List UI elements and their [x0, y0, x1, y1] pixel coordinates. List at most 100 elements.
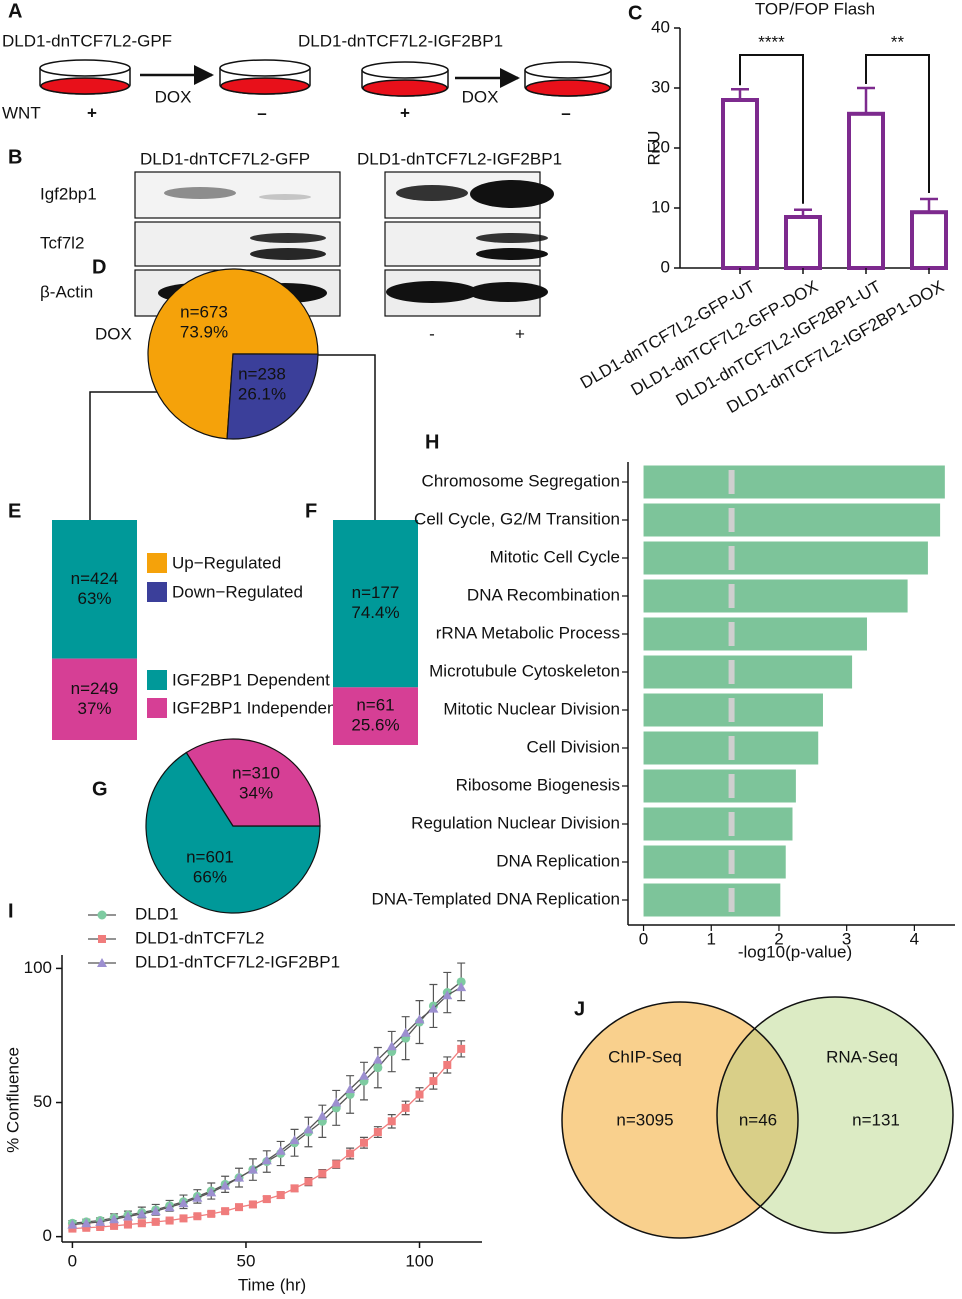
data-point — [193, 1212, 202, 1221]
panel-label: G — [92, 778, 108, 800]
arrow-label: DOX — [155, 87, 192, 106]
set-count: n=3095 — [616, 1110, 673, 1129]
treatment-label: DOX — [95, 324, 132, 343]
legend-swatch — [147, 698, 167, 718]
y-tick-label: rRNA Metabolic Process — [436, 623, 620, 642]
slice-count-label: n=601 — [186, 847, 234, 866]
overlap-count: n=46 — [739, 1110, 777, 1129]
data-point — [401, 1103, 410, 1112]
lane-sign: + — [515, 324, 525, 343]
panel-label: A — [8, 0, 22, 22]
panel-label: C — [628, 2, 642, 24]
y-tick-label: DNA-Templated DNA Replication — [372, 889, 621, 908]
segment-count-label: n=177 — [352, 583, 400, 602]
bar — [643, 465, 945, 499]
data-point — [151, 1217, 160, 1226]
y-tick-label: Chromosome Segregation — [422, 471, 620, 490]
y-tick-label: 10 — [651, 197, 670, 216]
panel-label: H — [425, 431, 439, 453]
pie-slice — [185, 738, 321, 827]
x-tick-label: 100 — [405, 1251, 433, 1270]
legend-label: IGF2BP1 Dependent — [172, 670, 330, 689]
data-point — [346, 1149, 355, 1158]
data-point — [262, 1195, 271, 1204]
segment-count-label: n=61 — [356, 696, 394, 715]
slice-count-label: n=238 — [238, 365, 286, 384]
column-title: DLD1-dnTCF7L2-GFP — [140, 149, 310, 168]
data-point — [207, 1209, 216, 1218]
bar — [847, 111, 885, 270]
x-tick-label: 3 — [842, 929, 851, 948]
data-point — [82, 1223, 91, 1232]
data-point — [206, 1187, 217, 1197]
data-point — [165, 1216, 174, 1225]
data-point — [372, 1054, 383, 1064]
segment-percent-label: 37% — [77, 699, 111, 718]
data-point — [345, 1084, 356, 1094]
data-point — [414, 1014, 425, 1024]
segment-count-label: n=424 — [71, 569, 119, 588]
panel-label: F — [305, 500, 317, 522]
sign: + — [87, 103, 97, 122]
axis-title: Time (hr) — [238, 1275, 306, 1294]
slice-count-label: n=673 — [180, 302, 228, 321]
significance-label: **** — [758, 32, 785, 51]
y-tick-label: Cell Cycle, G2/M Transition — [414, 509, 620, 528]
y-tick-label: Regulation Nuclear Division — [411, 813, 620, 832]
data-point — [289, 1135, 300, 1145]
y-tick-label: DNA Recombination — [467, 585, 620, 604]
legend-label: Down−Regulated — [172, 582, 303, 601]
y-tick-label: 100 — [24, 958, 52, 977]
bar — [643, 503, 941, 537]
data-point — [443, 1060, 452, 1069]
data-point — [429, 1077, 438, 1086]
data-point — [68, 1224, 77, 1233]
arrow-label: DOX — [462, 87, 499, 106]
y-tick-label: 30 — [651, 77, 670, 96]
data-point — [221, 1207, 230, 1216]
data-point — [373, 1128, 382, 1137]
segment-percent-label: 63% — [77, 589, 111, 608]
data-point — [359, 1138, 368, 1147]
data-point — [96, 1222, 105, 1231]
data-point — [415, 1090, 424, 1099]
panel-label: D — [92, 256, 106, 278]
legend-marker — [98, 935, 106, 943]
segment-count-label: n=249 — [71, 679, 119, 698]
bar — [784, 215, 822, 270]
data-point — [109, 1214, 120, 1224]
x-tick-label: 4 — [910, 929, 919, 948]
stack-segment — [52, 658, 137, 740]
row-label: β-Actin — [40, 282, 93, 301]
condition-title: DLD1-dnTCF7L2-GPF — [2, 31, 172, 50]
data-point — [303, 1124, 314, 1134]
slice-percent-label: 73.9% — [180, 322, 228, 341]
axis-title: % Confluence — [3, 1047, 22, 1153]
legend-marker — [97, 958, 107, 967]
data-point — [400, 1027, 411, 1037]
sign: – — [257, 103, 266, 122]
x-tick-label: 1 — [707, 929, 716, 948]
data-point — [275, 1145, 286, 1155]
data-point — [81, 1218, 92, 1228]
significance-label: ** — [891, 32, 905, 51]
data-point — [235, 1203, 244, 1212]
legend-label: DLD1-dnTCF7L2-IGF2BP1 — [135, 952, 340, 971]
data-point — [137, 1219, 146, 1228]
data-point — [261, 1155, 272, 1165]
bar — [643, 541, 928, 575]
dish — [39, 59, 612, 97]
panel-label: E — [8, 500, 21, 522]
legend-marker — [97, 910, 107, 920]
y-tick-label: DNA Replication — [496, 851, 620, 870]
venn-overlap — [717, 1028, 799, 1207]
data-point — [290, 1184, 299, 1193]
sign: + — [400, 103, 410, 122]
data-point — [178, 1198, 189, 1208]
data-point — [67, 1219, 78, 1229]
legend-swatch — [147, 582, 167, 602]
slice-count-label: n=310 — [232, 764, 280, 783]
y-tick-label: 50 — [33, 1092, 52, 1111]
panel-label: I — [8, 900, 14, 922]
data-point — [234, 1172, 245, 1182]
